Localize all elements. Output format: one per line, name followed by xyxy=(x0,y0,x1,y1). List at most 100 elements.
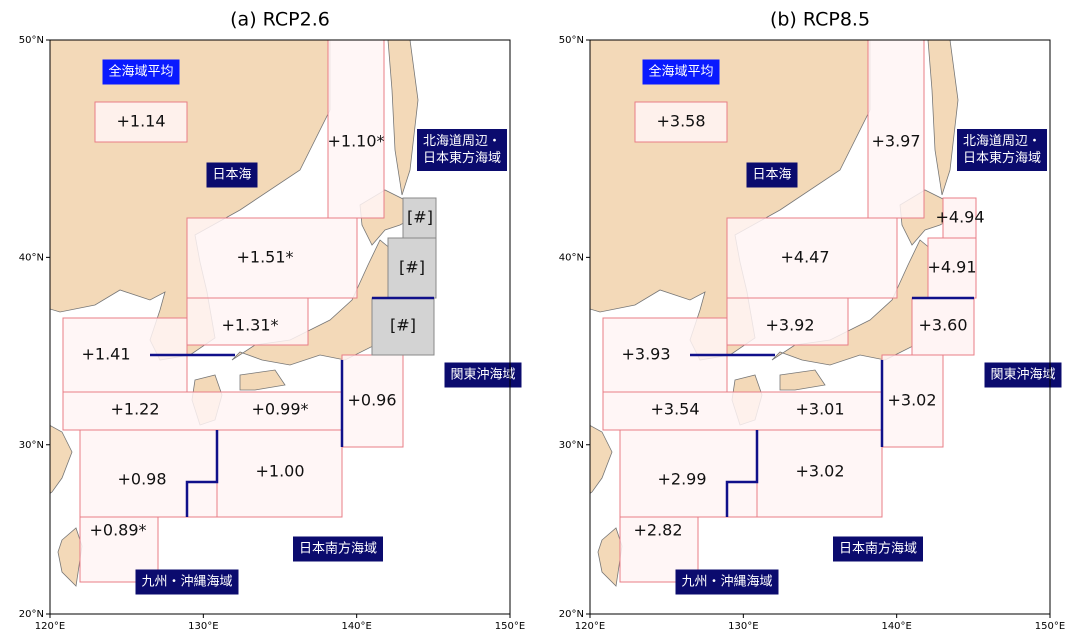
region-label: 日本東方海域 xyxy=(963,150,1041,166)
region-value: +1.41 xyxy=(81,345,130,364)
region-label-box xyxy=(417,129,507,171)
region-label-box xyxy=(444,362,522,388)
region-value: +3.54 xyxy=(650,400,699,419)
lat-tick-label: 30°N xyxy=(559,440,584,451)
region-value: [#] xyxy=(407,208,433,227)
region-value: +0.96 xyxy=(347,391,396,410)
region-label: 日本海 xyxy=(752,168,791,183)
region-box xyxy=(756,429,883,518)
lat-tick-label: 40°N xyxy=(559,252,584,263)
map-frame xyxy=(589,39,1051,615)
region-label: 関東沖海域 xyxy=(990,367,1055,383)
region-label: 日本東方海域 xyxy=(423,150,501,166)
region-value: +3.60 xyxy=(918,316,967,335)
region-label: 九州・沖縄海域 xyxy=(681,575,772,590)
region-value: +4.94 xyxy=(935,208,984,227)
region-label: 日本南方海域 xyxy=(299,541,377,557)
lon-tick-label: 130°E xyxy=(188,621,218,632)
region-value: +1.00 xyxy=(255,462,304,481)
map-area xyxy=(590,40,977,587)
lat-tick-label: 20°N xyxy=(19,609,44,620)
region-label-box xyxy=(984,362,1062,388)
region-label-box xyxy=(642,59,720,85)
region-label: 全海域平均 xyxy=(108,64,173,80)
lon-tick-label: 140°E xyxy=(881,621,911,632)
lon-tick-label: 140°E xyxy=(341,621,371,632)
region-label: 日本海 xyxy=(212,168,251,183)
region-value: +1.10* xyxy=(327,132,384,151)
map-area xyxy=(50,40,437,587)
lat-tick-label: 50°N xyxy=(19,35,44,46)
region-value: +2.99 xyxy=(657,470,706,489)
map-frame xyxy=(49,39,511,615)
region-value: +3.93 xyxy=(621,345,670,364)
region-value: [#] xyxy=(399,258,425,277)
region-value: +3.58 xyxy=(656,112,705,131)
lon-tick-label: 130°E xyxy=(728,621,758,632)
region-label: 北海道周辺・ xyxy=(423,134,501,149)
region-value: +1.14 xyxy=(116,112,165,131)
region-box xyxy=(62,391,343,431)
region-box xyxy=(94,101,188,143)
map-panel: +1.14 +1.10* +1.51* +1.31* +1.41 +1.22 +0.99* +… xyxy=(19,9,525,633)
lon-tick-label: 120°E xyxy=(35,621,65,632)
region-label: 日本南方海域 xyxy=(839,541,917,557)
region-value: [#] xyxy=(390,316,416,335)
region-box xyxy=(602,391,883,431)
region-value: +1.22 xyxy=(110,400,159,419)
region-label-box xyxy=(675,569,779,595)
region-label: 北海道周辺・ xyxy=(963,134,1041,149)
region-box xyxy=(619,429,758,518)
region-label-box xyxy=(206,162,258,188)
region-box xyxy=(634,101,728,143)
region-value: +0.99* xyxy=(251,400,308,419)
region-value: +4.47 xyxy=(780,248,829,267)
boundary-line xyxy=(185,430,219,517)
region-box xyxy=(186,217,358,299)
region-box xyxy=(216,429,343,518)
region-value: +0.89* xyxy=(89,521,146,540)
region-box xyxy=(726,297,849,346)
region-value: +0.98 xyxy=(117,470,166,489)
region-value: +4.91 xyxy=(927,258,976,277)
region-box xyxy=(387,237,437,299)
region-value: +3.01 xyxy=(795,400,844,419)
panel-title: (a) RCP2.6 xyxy=(230,9,330,31)
lat-tick-label: 40°N xyxy=(19,252,44,263)
lat-tick-label: 30°N xyxy=(19,440,44,451)
region-box xyxy=(927,237,977,299)
region-value: +3.92 xyxy=(765,316,814,335)
region-box xyxy=(341,354,404,448)
region-label-box xyxy=(833,536,923,562)
region-value: +3.02 xyxy=(887,391,936,410)
boundary-line xyxy=(725,430,759,517)
region-box xyxy=(867,40,925,219)
map-panel: +3.58 +3.97 +4.47 +3.92 +3.93 +3.54 +3.01 +3.02… xyxy=(559,9,1065,633)
region-value: +3.97 xyxy=(871,132,920,151)
region-box xyxy=(726,217,898,299)
region-label-box xyxy=(102,59,180,85)
lat-tick-label: 50°N xyxy=(559,35,584,46)
region-label: 関東沖海域 xyxy=(450,367,515,383)
region-value: +3.02 xyxy=(795,462,844,481)
panel-title: (b) RCP8.5 xyxy=(770,9,870,31)
region-value: +1.31* xyxy=(221,316,278,335)
lon-tick-label: 150°E xyxy=(495,621,525,632)
region-label-box xyxy=(293,536,383,562)
lon-tick-label: 150°E xyxy=(1035,621,1065,632)
region-box xyxy=(881,354,944,448)
lat-tick-label: 20°N xyxy=(559,609,584,620)
region-label: 九州・沖縄海域 xyxy=(141,575,232,590)
region-label-box xyxy=(957,129,1047,171)
region-value: +1.51* xyxy=(236,248,293,267)
region-box xyxy=(186,297,309,346)
region-box xyxy=(371,297,435,356)
lon-tick-label: 120°E xyxy=(575,621,605,632)
region-box xyxy=(911,297,975,356)
region-label: 全海域平均 xyxy=(648,64,713,80)
region-box xyxy=(402,197,437,239)
region-box xyxy=(327,40,385,219)
region-value: +2.82 xyxy=(633,521,682,540)
region-label-box xyxy=(135,569,239,595)
